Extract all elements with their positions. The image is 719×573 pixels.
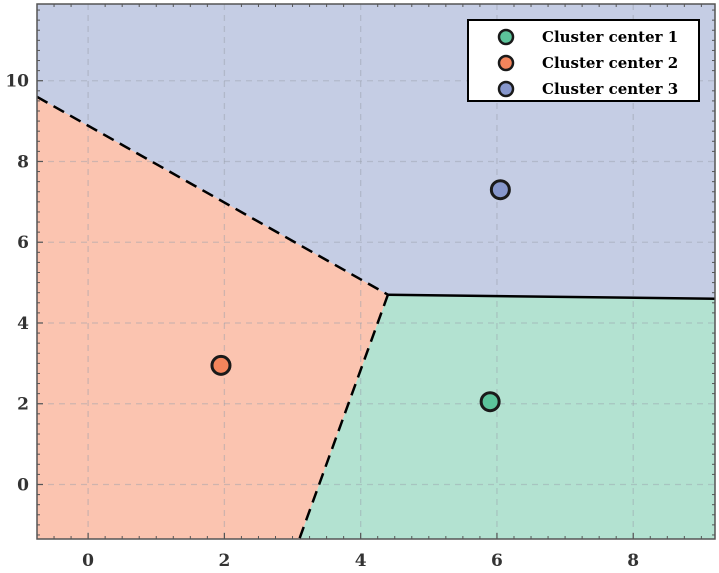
legend-label-2: Cluster center 2 bbox=[542, 54, 678, 72]
axis-ticks: 0 2 4 6 8 0 2 4 6 8 10 bbox=[5, 4, 715, 571]
x-tick-label-2: 2 bbox=[218, 551, 230, 571]
x-tick-label-4: 4 bbox=[355, 551, 367, 571]
legend: Cluster center 1 Cluster center 2 Cluster … bbox=[467, 19, 700, 102]
y-tick-label-4: 4 bbox=[17, 314, 29, 334]
region-cluster-1 bbox=[299, 294, 715, 539]
y-tick-label-2: 2 bbox=[17, 395, 29, 415]
legend-label-1: Cluster center 1 bbox=[542, 28, 678, 46]
cluster-center-3-point bbox=[489, 179, 511, 201]
x-tick-label-8: 8 bbox=[627, 551, 639, 571]
cluster-center-1-point bbox=[479, 391, 501, 413]
boundary-line-2 bbox=[298, 294, 390, 539]
boundary-line-1 bbox=[37, 95, 389, 296]
boundary-line-3 bbox=[387, 293, 715, 301]
region-cluster-2 bbox=[37, 96, 388, 539]
legend-marker-2 bbox=[497, 54, 515, 72]
y-tick-label-6: 6 bbox=[17, 233, 29, 253]
y-tick-label-8: 8 bbox=[17, 152, 29, 172]
x-tick-label-6: 6 bbox=[491, 551, 503, 571]
cluster-center-2-point bbox=[210, 354, 232, 376]
y-tick-label-0: 0 bbox=[17, 475, 29, 495]
x-tick-label-0: 0 bbox=[82, 551, 94, 571]
y-tick-label-10: 10 bbox=[5, 72, 29, 92]
legend-label-3: Cluster center 3 bbox=[542, 80, 678, 98]
legend-marker-3 bbox=[497, 80, 515, 98]
cluster-boundaries bbox=[37, 95, 715, 539]
plot-frame bbox=[36, 3, 716, 540]
legend-marker-1 bbox=[497, 28, 515, 46]
cluster-centers bbox=[210, 179, 511, 413]
